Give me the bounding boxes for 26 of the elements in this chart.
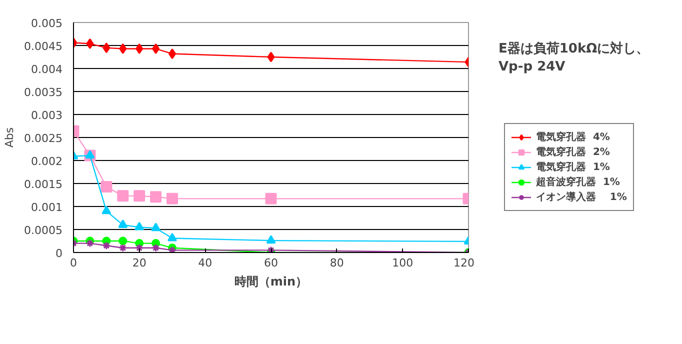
legend-label: 電気穿孔器 1% (536, 160, 610, 174)
y-tick-label: 0.0015 (24, 178, 63, 191)
x-tick-label: 60 (264, 256, 278, 270)
x-tick-label: 80 (330, 256, 344, 270)
x-tick-label: 20 (132, 256, 146, 270)
y-tick-label: 0.003 (31, 109, 63, 122)
x-tick-label: 40 (198, 256, 212, 270)
text: E器は負荷10kΩに対し、 Vp-p 24V (498, 40, 650, 74)
y-tick-label: 0.002 (31, 155, 63, 168)
y-tick-label: 0.001 (31, 201, 63, 214)
legend-label: 電気穿孔器 2% (536, 146, 610, 159)
x-tick-label: 120 (454, 256, 475, 270)
legend-label: 超音波穿孔器 1% (536, 175, 620, 189)
x-tick-label: 0 (70, 256, 77, 270)
y-tick-label: 0.0025 (24, 132, 63, 145)
y-tick-label: 0.004 (31, 63, 63, 76)
y-tick-label: 0 (56, 247, 62, 260)
legend-label: 電気穿孔器 4% (536, 130, 610, 144)
y-tick-label: 0.0045 (24, 40, 63, 53)
y-tick-label: 0.0035 (24, 86, 63, 99)
y-tick-label: 0.005 (31, 17, 63, 30)
x-axis-title: 時間（min） (234, 274, 308, 288)
x-tick-label: 100 (392, 256, 414, 270)
legend-label: イオン導入器 1% (536, 190, 627, 204)
y-axis-title: Abs (3, 127, 16, 148)
y-tick-label: 0.0005 (24, 224, 63, 237)
